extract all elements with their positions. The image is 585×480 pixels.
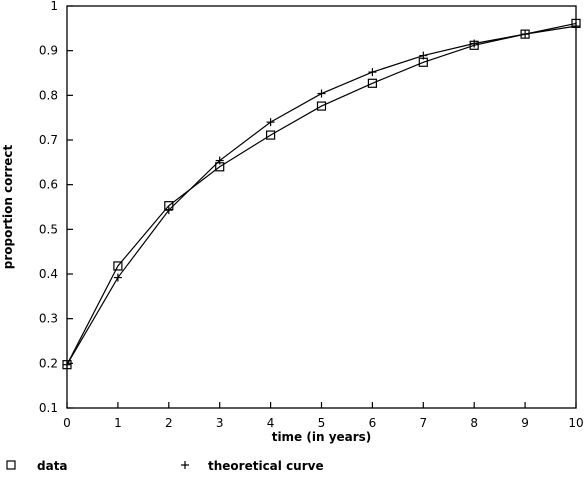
series-line <box>66 25 577 365</box>
series-layer <box>62 18 581 370</box>
data-point-square <box>266 130 276 140</box>
x-tick-label: 1 <box>114 416 122 430</box>
data-point-plus <box>266 118 275 127</box>
y-tick-label: 0.6 <box>39 178 58 192</box>
y-axis-ticks: 0.1 0.2 0.3 0.4 0.5 0.6 0.7 0.8 0.9 1 <box>39 0 73 415</box>
y-tick-label: 0.2 <box>39 356 58 370</box>
x-axis-ticks: 0 1 2 3 4 5 6 7 8 9 10 <box>63 402 584 430</box>
x-tick-label: 3 <box>216 416 224 430</box>
data-point-square <box>367 78 377 88</box>
legend-item: data <box>6 459 68 473</box>
data-point-plus <box>215 156 224 165</box>
series-line <box>66 22 577 365</box>
y-tick-label: 0.8 <box>39 88 58 102</box>
legend-label: data <box>37 459 68 473</box>
y-tick-label: 0.4 <box>39 267 58 281</box>
data-point-plus <box>470 39 479 48</box>
series-0 <box>62 18 581 370</box>
x-tick-label: 8 <box>470 416 478 430</box>
x-axis-title: time (in years) <box>272 430 372 444</box>
y-tick-label: 0.7 <box>39 133 58 147</box>
x-tick-label: 6 <box>369 416 377 430</box>
x-tick-label: 5 <box>318 416 326 430</box>
legend-item: theoretical curve <box>181 459 324 473</box>
legend-label: theoretical curve <box>208 459 324 473</box>
data-point-plus <box>113 273 122 282</box>
series-1 <box>63 22 580 369</box>
y-tick-label: 0.1 <box>39 401 58 415</box>
y-tick-label: 1 <box>50 0 58 13</box>
data-point-plus <box>164 206 173 215</box>
legend: data theoretical curve <box>6 459 324 473</box>
data-point-plus <box>572 22 580 31</box>
legend-marker-plus <box>181 461 189 469</box>
data-point-plus <box>521 30 530 39</box>
y-tick-label: 0.3 <box>39 312 58 326</box>
x-tick-label: 0 <box>63 416 71 430</box>
legend-marker-square <box>6 460 16 470</box>
y-tick-label: 0.5 <box>39 222 58 236</box>
data-point-plus <box>419 51 428 60</box>
data-point-plus <box>63 360 71 369</box>
x-tick-label: 4 <box>267 416 275 430</box>
y-axis-title: proportion correct <box>1 144 15 269</box>
data-point-square <box>316 101 327 111</box>
plot-frame <box>66 5 577 409</box>
y-tick-label: 0.9 <box>39 44 58 58</box>
data-point-plus <box>317 89 326 98</box>
data-point-plus <box>368 68 377 77</box>
x-tick-label: 9 <box>521 416 529 430</box>
x-tick-label: 10 <box>568 416 583 430</box>
x-tick-label: 2 <box>165 416 173 430</box>
data-point-square <box>113 261 123 271</box>
x-tick-label: 7 <box>419 416 427 430</box>
